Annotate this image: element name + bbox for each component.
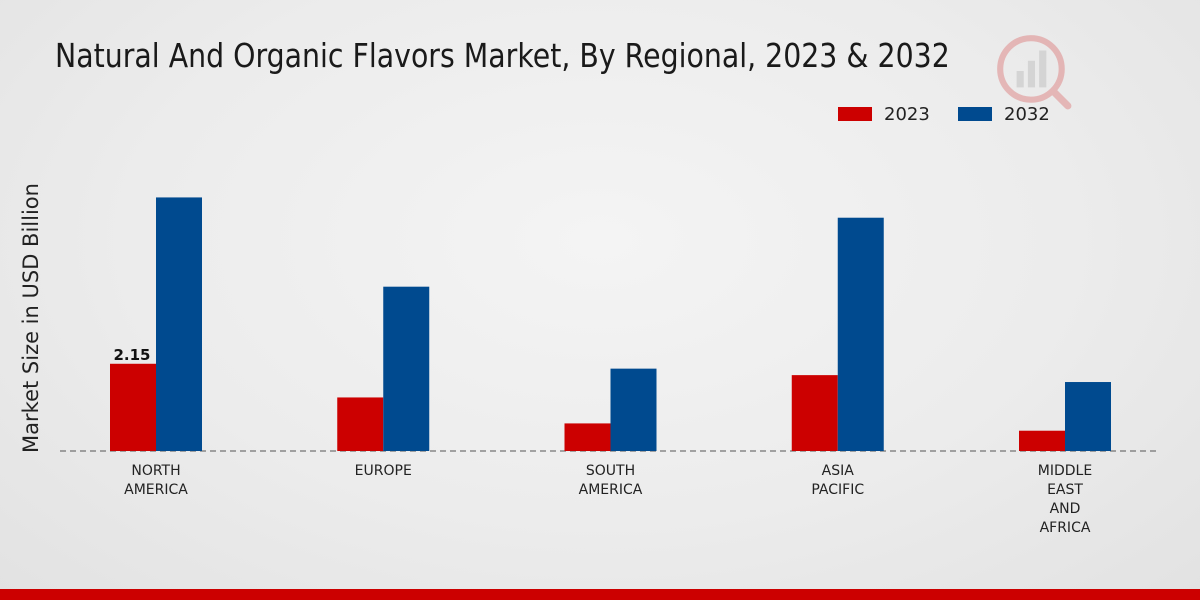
x-tick-label-4: MIDDLE EAST AND AFRICA bbox=[1038, 463, 1092, 536]
bar-2032-3 bbox=[837, 217, 884, 451]
bar-2032-2 bbox=[610, 368, 657, 451]
x-tick-label-3: ASIA PACIFIC bbox=[811, 463, 864, 498]
bar-2023-2 bbox=[564, 423, 611, 451]
legend-item-2023: 2023 bbox=[838, 103, 930, 125]
legend-label-2023: 2023 bbox=[884, 103, 930, 125]
legend-item-2032: 2032 bbox=[958, 103, 1050, 125]
x-tick-label-1: EUROPE bbox=[355, 463, 412, 479]
x-tick-label-2: SOUTH AMERICA bbox=[579, 463, 643, 498]
bar-2032-4 bbox=[1065, 382, 1111, 451]
watermark-logo-icon bbox=[997, 35, 1072, 110]
bar-2023-0 bbox=[110, 363, 156, 451]
bar-2023-3 bbox=[791, 375, 838, 451]
bar-2032-0 bbox=[156, 197, 202, 451]
bar-2023-1 bbox=[337, 397, 384, 451]
chart-title: Natural And Organic Flavors Market, By R… bbox=[55, 36, 950, 75]
data-label-0: 2.15 bbox=[113, 346, 150, 364]
bar-2023-4 bbox=[1019, 430, 1065, 451]
bar-2032-1 bbox=[383, 286, 430, 451]
bottom-accent-bar bbox=[0, 589, 1200, 600]
x-tick-label-0: NORTH AMERICA bbox=[124, 463, 188, 498]
legend-swatch-2032 bbox=[958, 107, 992, 121]
legend-label-2032: 2032 bbox=[1004, 103, 1050, 125]
legend-swatch-2023 bbox=[838, 107, 872, 121]
